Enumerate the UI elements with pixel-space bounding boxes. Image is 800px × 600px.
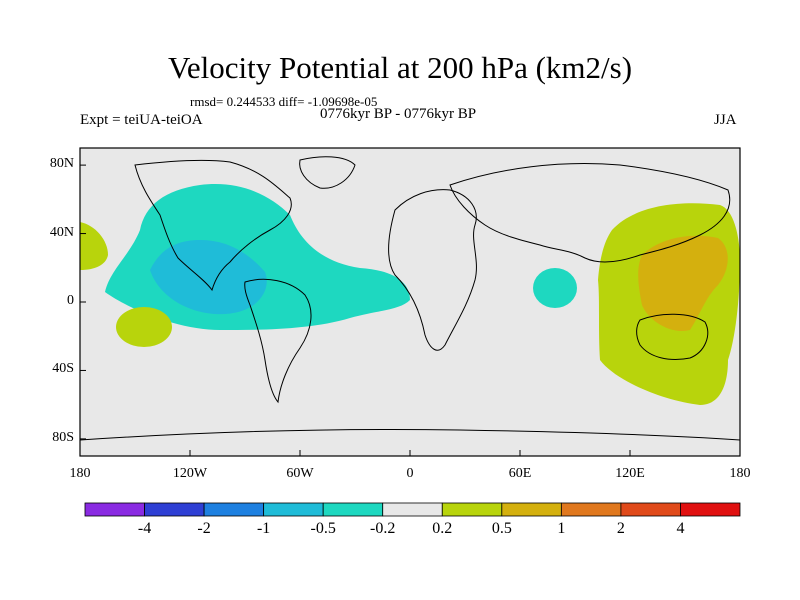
coastline-south-america <box>244 278 312 404</box>
colorbar-label: 0.2 <box>432 520 453 537</box>
plot-title: Velocity Potential at 200 hPa (km2/s) <box>167 50 633 85</box>
y-tick-label: 40S <box>52 361 74 377</box>
colorbar-label: 2 <box>616 520 625 537</box>
y-tick-label: 80N <box>49 156 74 172</box>
y-tick-label: 0 <box>67 293 74 308</box>
colorbar-label: 1 <box>557 520 566 537</box>
region-south-pacific-positive <box>116 307 172 347</box>
coastline-north-america <box>134 159 292 292</box>
y-tick-label: 40N <box>49 224 74 240</box>
coastline-greenland <box>299 156 356 189</box>
coastline-antarctica <box>80 428 740 441</box>
experiment-label: Expt = teiUA-teiOA <box>80 112 203 128</box>
colorbar-label: -0.5 <box>310 520 336 537</box>
colorbar-swatch <box>84 502 145 517</box>
colorbar-label: -4 <box>137 520 152 537</box>
colorbar-swatch <box>203 502 265 517</box>
period-label: 0776kyr BP - 0776kyr BP <box>320 106 477 122</box>
colorbar-swatch <box>620 502 681 517</box>
x-tick-label: 180 <box>729 466 751 481</box>
region-maritime-continent-core <box>638 235 728 331</box>
colorbar-swatch <box>144 502 205 517</box>
colorbar-swatch <box>263 502 324 517</box>
colorbar-swatch <box>680 502 741 517</box>
colorbar-label: -1 <box>256 520 271 537</box>
region-date-line-positive <box>80 222 108 270</box>
x-tick-label: 120E <box>615 466 645 481</box>
colorbar-label: -2 <box>197 520 211 537</box>
region-indian-ocean-negative <box>533 268 577 308</box>
rmsd-diff-stats: rmsd= 0.244533 diff= -1.09698e-05 <box>190 94 378 109</box>
colorbar-swatch <box>382 502 443 517</box>
coastline-asia <box>449 163 731 263</box>
colorbar-swatch <box>501 502 562 517</box>
x-tick-label: 60W <box>286 466 314 481</box>
colorbar-swatch <box>560 502 622 517</box>
coastlines <box>80 156 740 441</box>
season-label: JJA <box>714 112 737 128</box>
x-tick-label: 60E <box>508 466 532 481</box>
colorbar-swatch <box>322 502 384 517</box>
x-tick-label: 0 <box>406 466 414 481</box>
colorbar-label: -0.2 <box>370 520 396 537</box>
colorbar-label: 4 <box>676 520 685 537</box>
colorbar-label: 0.5 <box>491 520 512 537</box>
x-tick-label: 120W <box>172 466 208 481</box>
colorbar-swatch <box>441 502 503 517</box>
coastline-europe-africa <box>388 189 477 351</box>
x-tick-label: 180 <box>69 466 91 481</box>
coastline-australia <box>636 313 709 360</box>
colorbar <box>84 502 741 517</box>
y-tick-label: 80S <box>52 429 74 445</box>
